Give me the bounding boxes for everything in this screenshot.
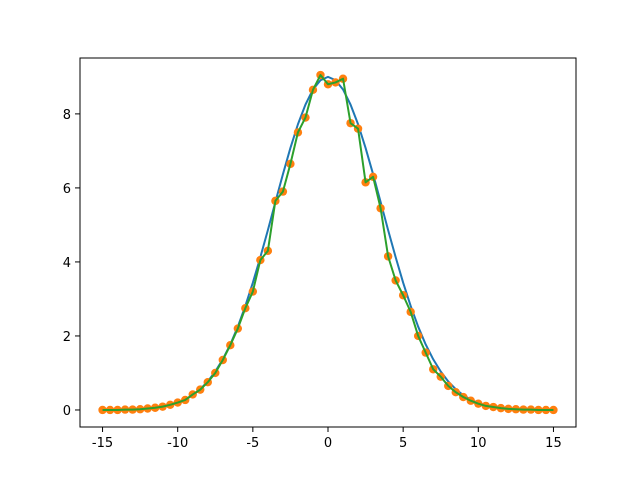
x-tick-label: -5	[246, 436, 259, 451]
x-tick-label: -10	[167, 436, 188, 451]
x-tick-label: 0	[324, 436, 332, 451]
y-tick-label: 2	[63, 330, 71, 345]
x-tick-label: 10	[470, 436, 487, 451]
y-tick-label: 4	[63, 256, 71, 271]
x-tick-label: -15	[92, 436, 113, 451]
y-tick-label: 8	[63, 108, 71, 123]
axes-frame	[79, 57, 577, 428]
x-tick-label: 15	[545, 436, 562, 451]
series-line	[102, 74, 554, 411]
y-tick-label: 0	[63, 404, 71, 419]
y-tick-label: 6	[63, 182, 71, 197]
x-tick-label: 5	[399, 436, 407, 451]
scatter-point	[98, 405, 107, 415]
scatter-point	[549, 405, 558, 415]
